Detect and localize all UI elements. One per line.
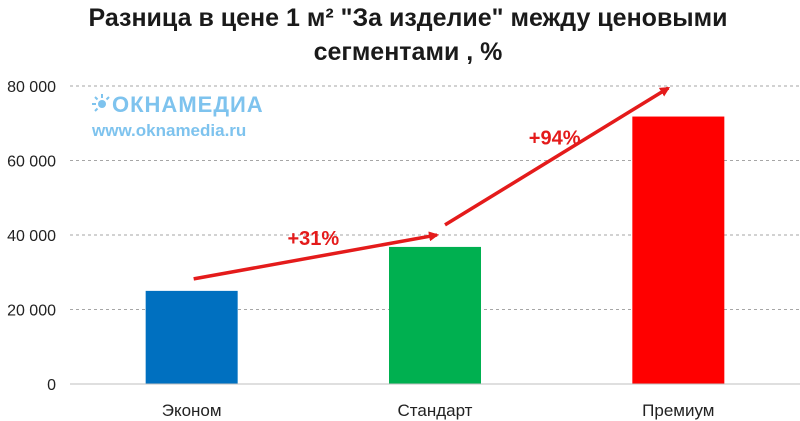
watermark-logo: ОКНАМЕДИА	[112, 92, 264, 117]
y-tick-label: 0	[47, 377, 56, 394]
growth-arrows: +31% +94%	[193, 86, 671, 281]
y-tick-label: 60 000	[7, 154, 56, 171]
growth-label: +31%	[287, 228, 339, 250]
x-tick-label: Премиум	[642, 401, 714, 420]
chart-title-line1: Разница в цене 1 м² "За изделие" между ц…	[88, 4, 727, 32]
x-tick-label: Стандарт	[398, 401, 473, 420]
y-tick-label: 20 000	[7, 303, 56, 320]
bars	[145, 116, 725, 385]
watermark: ОКНАМЕДИА www.oknamedia.ru	[91, 92, 264, 140]
bar	[389, 246, 481, 384]
chart-title-line2: сегментами , %	[314, 38, 503, 66]
y-tick-label: 80 000	[7, 79, 56, 96]
sun-icon	[92, 94, 110, 112]
x-tick-label: Эконом	[162, 401, 222, 420]
growth-arrow	[193, 231, 439, 281]
growth-label: +94%	[529, 127, 581, 149]
x-axis-labels: Эконом Стандарт Премиум	[162, 401, 715, 420]
y-axis-ticks: 0 20 000 40 000 60 000 80 000	[7, 79, 56, 394]
y-tick-label: 40 000	[7, 228, 56, 245]
bar	[632, 116, 725, 385]
watermark-url: www.oknamedia.ru	[91, 121, 246, 140]
bar	[145, 290, 238, 384]
growth-arrow	[444, 86, 671, 227]
